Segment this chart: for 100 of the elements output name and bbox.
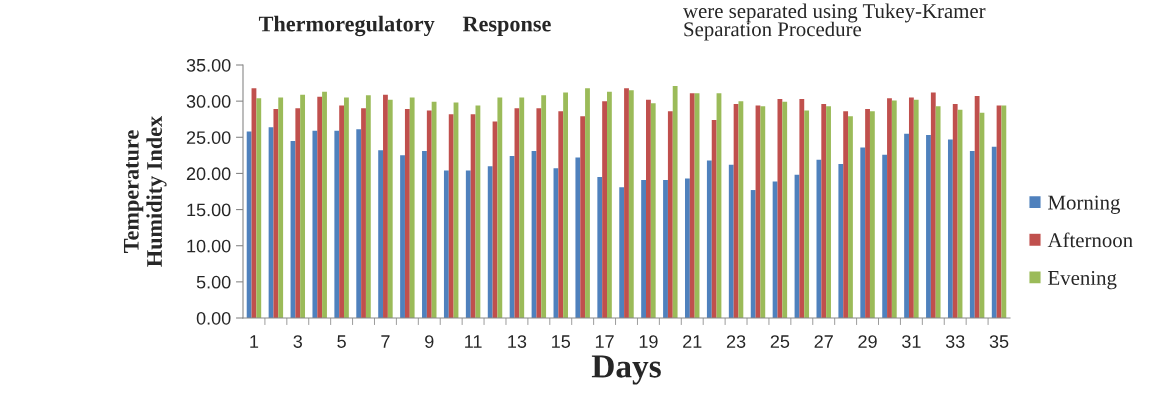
bar xyxy=(706,160,712,318)
x-tick-label: 35 xyxy=(989,335,1009,348)
bar xyxy=(974,96,980,318)
y-tick-label: 25.00 xyxy=(186,131,231,145)
bar xyxy=(356,129,362,318)
bar xyxy=(387,99,393,318)
bar xyxy=(256,98,262,318)
x-tick-label: 21 xyxy=(683,335,702,348)
bar xyxy=(563,92,568,318)
y-tick-label: 5.00 xyxy=(196,275,231,289)
bar xyxy=(689,93,695,318)
bar xyxy=(646,99,651,318)
y-tick-label: 10.00 xyxy=(187,239,231,253)
bar xyxy=(465,170,471,318)
x-tick-label: 11 xyxy=(465,335,482,348)
bar xyxy=(575,157,581,318)
bar xyxy=(926,135,931,318)
bar xyxy=(782,101,788,318)
y-axis-title: Temperature Humidity Index xyxy=(123,115,167,267)
text: were separated using Tukey-Kramer Separation Procedure xyxy=(683,3,986,41)
y-tick-label: 20.00 xyxy=(186,167,231,181)
x-tick-label: 7 xyxy=(381,335,390,348)
x-tick-label: 19 xyxy=(639,335,658,348)
y-tick-label: 35.00 xyxy=(186,58,231,72)
bar xyxy=(865,109,870,318)
bar xyxy=(400,155,405,318)
x-tick-label: 29 xyxy=(858,335,877,348)
bar xyxy=(685,178,690,318)
legend-label: Evening xyxy=(1048,270,1117,290)
bar xyxy=(344,97,349,318)
bar xyxy=(804,110,810,318)
x-tick-label: 23 xyxy=(726,335,746,348)
bar xyxy=(908,97,914,318)
legend-label: Morning xyxy=(1048,195,1121,214)
x-tick-label: 15 xyxy=(552,335,571,348)
bar xyxy=(628,90,634,318)
bar xyxy=(295,108,301,318)
bar xyxy=(339,105,345,318)
bar xyxy=(891,100,897,318)
bar xyxy=(799,98,805,318)
bar xyxy=(409,97,415,318)
bar xyxy=(641,179,646,318)
bar xyxy=(509,156,515,318)
bar xyxy=(1001,105,1007,318)
bar xyxy=(541,95,547,318)
bar xyxy=(426,110,432,318)
bar xyxy=(487,166,493,318)
x-tick-label: 1 xyxy=(250,335,259,348)
bar xyxy=(278,97,284,318)
bar xyxy=(711,119,717,318)
x-tick-label: 13 xyxy=(508,335,527,348)
y-tick-label: 15.00 xyxy=(187,203,231,217)
bar xyxy=(821,104,827,318)
bar xyxy=(777,98,783,318)
bar xyxy=(969,151,975,318)
bar xyxy=(930,92,936,318)
bar xyxy=(448,114,454,318)
bar xyxy=(422,151,427,318)
bar xyxy=(378,150,384,318)
bar xyxy=(580,116,586,318)
bar xyxy=(935,106,941,318)
bar xyxy=(738,101,744,318)
bar xyxy=(750,190,756,318)
bar xyxy=(607,91,612,318)
bar xyxy=(300,94,306,318)
bar xyxy=(404,109,410,318)
bar xyxy=(246,131,252,318)
bar xyxy=(361,108,366,318)
bar xyxy=(322,91,327,318)
bar xyxy=(602,101,607,318)
bar xyxy=(312,130,318,318)
bar xyxy=(838,164,844,318)
bar xyxy=(619,187,625,318)
bar xyxy=(947,139,953,318)
x-tick-label: 31 xyxy=(902,335,921,348)
bar xyxy=(887,98,892,318)
bar xyxy=(848,116,853,318)
chart-title: Thermoregulatory Response xyxy=(258,15,551,37)
bar xyxy=(816,159,822,318)
bar xyxy=(624,88,629,318)
bar xyxy=(672,85,678,318)
bar xyxy=(904,133,909,318)
bar xyxy=(952,104,958,318)
bar xyxy=(317,96,323,318)
x-tick-label: 25 xyxy=(770,335,790,348)
bar xyxy=(882,154,888,318)
bar xyxy=(860,147,866,318)
x-axis-title: Days xyxy=(591,355,661,385)
bar xyxy=(273,109,279,318)
bar xyxy=(365,95,371,318)
x-tick-label: 27 xyxy=(814,335,833,348)
bar xyxy=(728,164,734,318)
bar xyxy=(443,170,449,318)
bar xyxy=(470,114,476,318)
bar xyxy=(843,111,849,318)
bar xyxy=(826,106,831,318)
x-tick-label: 9 xyxy=(425,335,434,348)
x-tick-label: 3 xyxy=(293,335,303,348)
bar xyxy=(585,88,590,318)
x-tick-label: 5 xyxy=(337,335,346,348)
